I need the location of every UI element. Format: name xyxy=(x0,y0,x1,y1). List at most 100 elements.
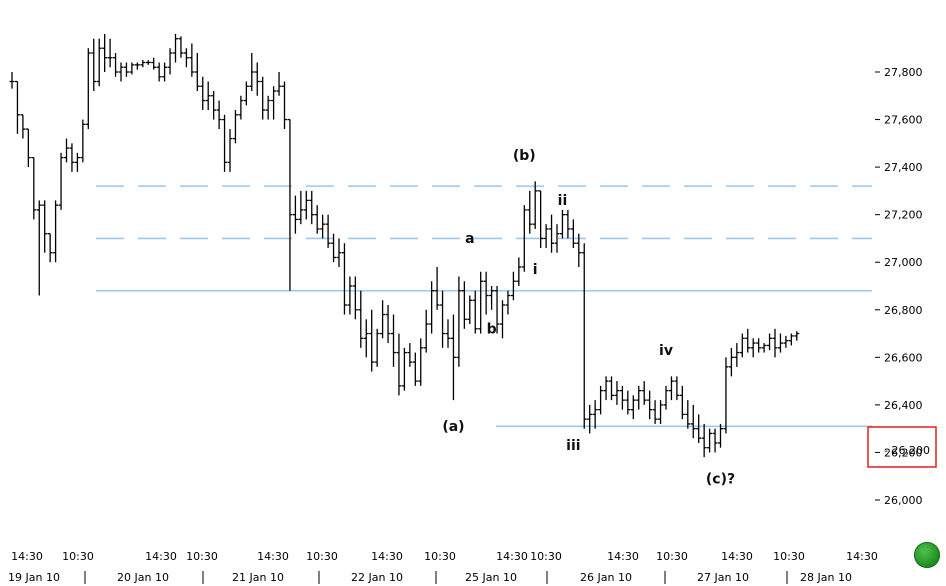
ohlc-bar xyxy=(200,76,206,111)
wave-labels: (b) ii a i b (a) iii iv (c)? xyxy=(442,148,735,487)
ohlc-bar xyxy=(532,181,538,229)
ohlc-bar xyxy=(309,190,315,225)
ohlc-bar xyxy=(325,214,331,248)
ohlc-bar xyxy=(341,243,347,315)
ohlc-bar xyxy=(134,62,140,70)
ohlc-bar xyxy=(276,72,282,96)
ohlc-bar xyxy=(64,138,69,163)
ohlc-bar xyxy=(129,62,135,75)
ohlc-bar xyxy=(658,400,664,424)
ohlc-bar xyxy=(696,414,702,443)
ohlc-bar xyxy=(587,404,593,434)
y-tick-label: 26,600 xyxy=(884,351,923,364)
ohlc-bar xyxy=(227,129,233,172)
ohlc-bar xyxy=(756,338,762,353)
ohlc-bar xyxy=(102,33,108,72)
wave-label: a xyxy=(465,231,474,247)
ohlc-bar xyxy=(505,290,511,315)
ohlc-bar xyxy=(407,343,413,367)
ohlc-bar xyxy=(685,400,691,429)
ohlc-bar xyxy=(581,243,587,429)
x-date-label: 19 Jan 10 xyxy=(8,571,60,584)
x-date-label: 21 Jan 10 xyxy=(232,571,284,584)
ohlc-bar xyxy=(401,347,407,391)
ohlc-bar xyxy=(538,190,544,248)
ohlc-bar xyxy=(107,38,113,68)
x-time-label: 14:30 xyxy=(145,550,177,563)
ohlc-bar xyxy=(9,72,15,89)
ohlc-bar xyxy=(298,190,304,225)
ohlc-bar xyxy=(85,48,91,130)
ohlc-bar xyxy=(734,343,740,367)
x-axis: 14:30 10:30 14:30 10:30 14:30 10:30 14:30 10:30… xyxy=(8,550,878,584)
ohlc-bar xyxy=(549,214,555,253)
ohlc-bar xyxy=(739,333,745,358)
ohlc-bar xyxy=(609,376,614,401)
ohlc-bar xyxy=(271,86,277,120)
ohlc-bar xyxy=(178,36,184,58)
ohlc-bar xyxy=(380,300,386,339)
wave-label: (c)? xyxy=(706,471,735,487)
ohlc-bar xyxy=(777,333,783,353)
ohlc-bar xyxy=(314,205,320,234)
y-axis: 27,800 27,600 27,400 27,200 27,000 26,800 26,6… xyxy=(875,66,923,507)
ohlc-bar xyxy=(467,295,473,325)
ohlc-bar xyxy=(565,209,571,239)
ohlc-bar xyxy=(418,338,424,386)
ohlc-bar xyxy=(636,385,642,410)
ohlc-bar xyxy=(429,281,435,334)
ohlc-bar xyxy=(358,290,364,348)
ohlc-bar xyxy=(385,305,391,344)
wave-label: iii xyxy=(566,438,580,454)
ohlc-bar xyxy=(527,190,533,234)
ohlc-bar xyxy=(483,271,489,315)
ohlc-bar xyxy=(543,224,549,248)
y-tick-label: 27,200 xyxy=(884,209,923,222)
ohlc-bar xyxy=(53,200,59,263)
ohlc-bar xyxy=(363,319,369,358)
ohlc-bar xyxy=(423,309,429,353)
x-time-label: 14:30 xyxy=(11,550,43,563)
ohlc-bar xyxy=(243,81,249,106)
ohlc-bar xyxy=(194,52,200,92)
ohlc-bar xyxy=(652,400,658,424)
y-tick-label: 27,800 xyxy=(884,66,923,79)
ohlc-bar xyxy=(249,52,255,92)
ohlc-bar xyxy=(113,52,119,77)
x-date-label: 28 Jan 10 xyxy=(800,571,852,584)
ohlc-bar xyxy=(603,376,609,401)
ohlc-bar xyxy=(750,338,756,358)
ohlc-bar xyxy=(783,335,789,348)
x-time-label: 10:30 xyxy=(424,550,456,563)
ohlc-bar xyxy=(69,143,75,172)
ohlc-bar xyxy=(630,395,636,420)
current-price-label: - 26,200 xyxy=(884,444,930,457)
ohlc-bar xyxy=(265,95,271,120)
ohlc-bar xyxy=(238,95,244,120)
ohlc-bar xyxy=(282,81,287,130)
ohlc-bar xyxy=(396,333,402,396)
wave-label: ii xyxy=(558,193,568,209)
ohlc-bar xyxy=(91,38,97,92)
y-tick-label: 26,400 xyxy=(884,399,923,412)
horizontal-levels xyxy=(96,185,872,428)
ohlc-bar xyxy=(500,300,505,339)
ohlc-bar xyxy=(772,328,778,358)
ohlc-bar xyxy=(521,205,527,272)
ohlc-bar xyxy=(494,286,500,334)
ohlc-bar xyxy=(619,385,625,410)
ohlc-bar xyxy=(668,376,674,401)
x-date-label: 20 Jan 10 xyxy=(117,571,169,584)
ohlc-bar xyxy=(151,57,157,70)
ohlc-bar xyxy=(320,214,326,239)
wave-label: i xyxy=(533,262,538,278)
ohlc-bar xyxy=(767,333,773,351)
x-time-label: 14:30 xyxy=(257,550,289,563)
ohlc-bar xyxy=(205,81,211,111)
ohlc-bar xyxy=(570,219,576,248)
ohlc-bar xyxy=(723,357,729,434)
ohlc-bar xyxy=(647,390,653,420)
y-tick-label: 26,000 xyxy=(884,494,923,507)
ohlc-bar xyxy=(412,352,418,386)
